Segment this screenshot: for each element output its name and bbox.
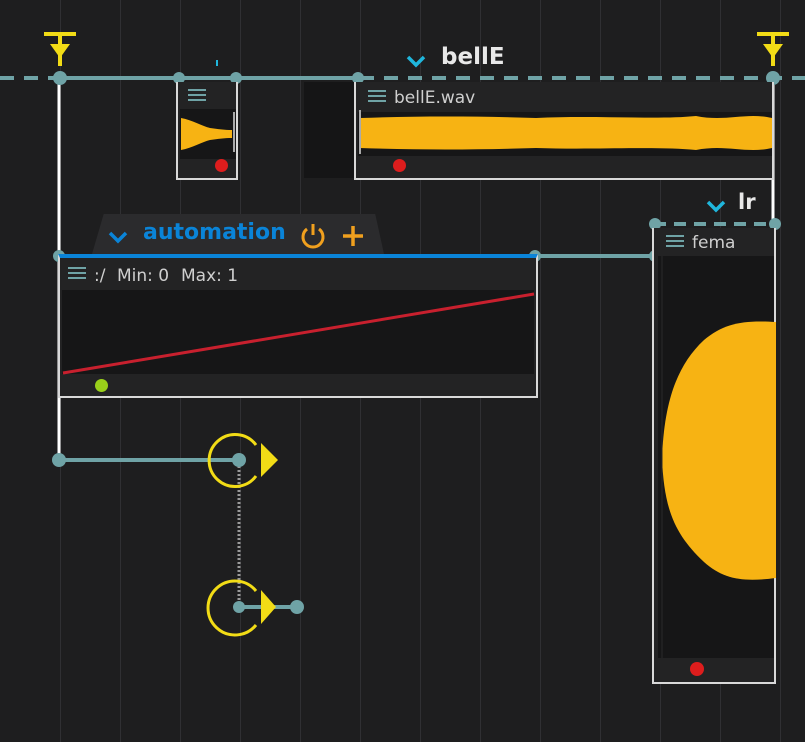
sound-file-label: bellE.wav: [394, 88, 476, 108]
waveform-shape: [661, 256, 776, 658]
automation-box[interactable]: :/ Min: 0 Max: 1: [58, 254, 538, 398]
scenario-title[interactable]: bellE: [441, 44, 505, 70]
automation-curve[interactable]: [60, 258, 540, 402]
trigger-icon: [757, 32, 789, 66]
empty-slot: [304, 82, 354, 178]
chevron-down-icon[interactable]: [404, 53, 430, 73]
automation-title[interactable]: automation: [143, 220, 286, 245]
hamburger-icon[interactable]: [66, 266, 90, 282]
small-sound-box[interactable]: [176, 82, 238, 180]
min-label: Min: 0: [117, 266, 170, 286]
fema-sound-box[interactable]: fema: [652, 228, 776, 684]
sound-file-label: fema: [692, 233, 736, 253]
waveform-shape: [181, 112, 235, 152]
plus-icon[interactable]: [339, 222, 367, 250]
bellE-sound-box[interactable]: bellE.wav: [354, 82, 774, 180]
play-state-icon: [206, 579, 276, 637]
record-dot[interactable]: [393, 159, 406, 172]
small-marker: [216, 60, 218, 66]
hamburger-icon[interactable]: [366, 89, 390, 105]
curve-label: :/: [94, 266, 106, 286]
hamburger-icon[interactable]: [186, 88, 210, 104]
record-dot[interactable]: [215, 159, 228, 172]
automation-tab: [92, 214, 384, 254]
lr-header: lr: [700, 190, 770, 218]
power-icon[interactable]: [299, 222, 327, 250]
hamburger-icon[interactable]: [664, 234, 688, 250]
waveform-shape: [359, 110, 772, 154]
max-label: Max: 1: [181, 266, 239, 286]
play-state-icon: [207, 433, 278, 488]
automation-header: automation: [102, 220, 382, 252]
trigger-icon: [44, 32, 76, 66]
chevron-down-icon[interactable]: [106, 229, 132, 249]
green-dot[interactable]: [95, 379, 108, 392]
lr-title[interactable]: lr: [738, 190, 756, 214]
chevron-down-icon[interactable]: [704, 198, 730, 218]
record-dot[interactable]: [690, 662, 704, 676]
